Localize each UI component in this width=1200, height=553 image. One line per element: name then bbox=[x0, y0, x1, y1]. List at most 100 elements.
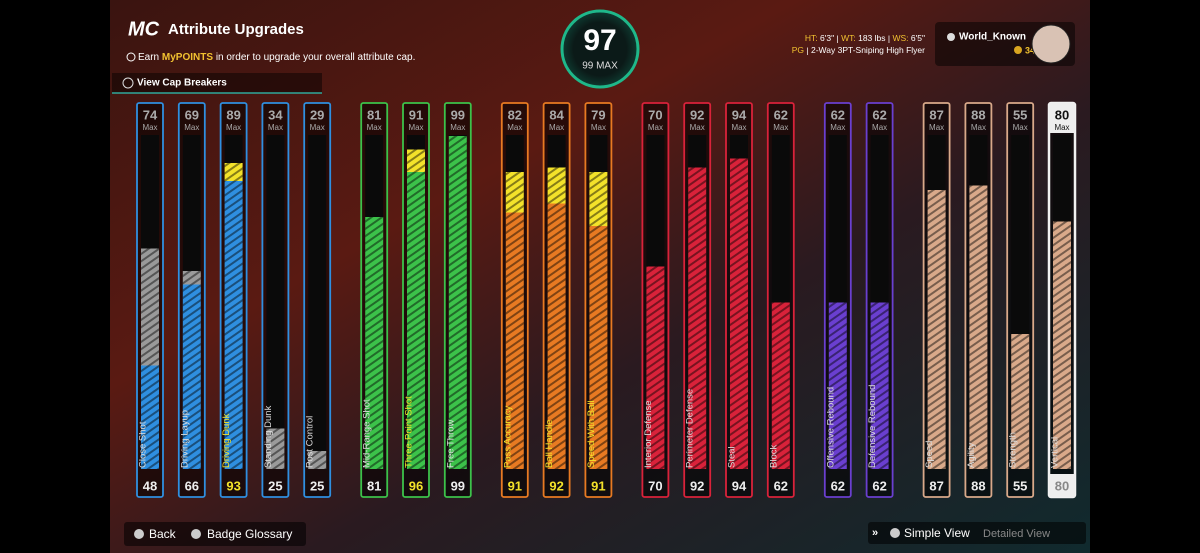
bar-stripes bbox=[927, 190, 946, 469]
cap-label: Max bbox=[310, 123, 325, 132]
cap-value: 69 bbox=[185, 107, 199, 122]
bar-stripes bbox=[771, 302, 790, 469]
attribute-name: Speed bbox=[924, 441, 935, 468]
current-value: 25 bbox=[268, 478, 282, 493]
cap-value: 74 bbox=[143, 107, 158, 122]
attribute-name: Strength bbox=[1008, 432, 1019, 468]
attribute-name: Free Throw bbox=[445, 419, 456, 468]
attribute-name: Mid-Range Shot bbox=[362, 399, 373, 468]
cap-value: 87 bbox=[929, 107, 943, 122]
detailed-view[interactable]: Detailed View bbox=[983, 528, 1050, 540]
bar-stripes bbox=[182, 271, 201, 285]
info-highlight: MyPOINTS bbox=[162, 52, 213, 63]
cap-label: Max bbox=[830, 123, 845, 132]
attribute-name: Driving Dunk bbox=[221, 413, 232, 468]
cap-value: 62 bbox=[774, 107, 788, 122]
arrows: » bbox=[872, 527, 878, 539]
wt-label: WT: bbox=[841, 33, 856, 43]
vc-icon bbox=[1014, 46, 1022, 54]
avatar bbox=[1031, 24, 1071, 64]
cap-value: 82 bbox=[508, 107, 522, 122]
current-value: 62 bbox=[774, 478, 788, 493]
current-value: 55 bbox=[1013, 478, 1027, 493]
cap-value: 92 bbox=[690, 107, 704, 122]
build: 2-Way 3PT-Sniping High Flyer bbox=[811, 45, 925, 55]
current-value: 91 bbox=[591, 478, 605, 493]
cap-value: 84 bbox=[549, 107, 564, 122]
cap-label: Max bbox=[142, 123, 157, 132]
bar-stripes bbox=[224, 163, 243, 181]
cap-label: Max bbox=[773, 123, 788, 132]
info-prefix: Earn bbox=[138, 52, 159, 63]
ht-label: HT: bbox=[805, 33, 818, 43]
ht: 6'3" bbox=[820, 33, 834, 43]
cap-value: 79 bbox=[591, 107, 605, 122]
attribute-name: Vertical bbox=[1050, 437, 1061, 468]
bar-stripes bbox=[505, 212, 524, 469]
cap-value: 89 bbox=[226, 107, 240, 122]
glossary-icon bbox=[191, 529, 201, 539]
cap-label: Max bbox=[408, 123, 423, 132]
cap-value: 88 bbox=[971, 107, 985, 122]
current-value: 88 bbox=[971, 478, 985, 493]
cap-breakers[interactable]: View Cap Breakers bbox=[137, 78, 227, 89]
bar-stripes bbox=[407, 149, 425, 172]
bar-stripes bbox=[365, 217, 384, 469]
cap-label: Max bbox=[591, 123, 606, 132]
current-value: 94 bbox=[732, 478, 747, 493]
bar-stripes bbox=[730, 158, 748, 469]
current-value: 99 bbox=[451, 478, 465, 493]
current-value: 93 bbox=[226, 478, 240, 493]
bar-stripes bbox=[1011, 334, 1030, 469]
back[interactable]: Back bbox=[149, 527, 177, 541]
attribute-name: Speed With Ball bbox=[586, 400, 597, 468]
bar-stripes bbox=[1053, 221, 1071, 469]
selected-bottom bbox=[1049, 474, 1075, 497]
cap-label: Max bbox=[268, 123, 283, 132]
player-build: PG | 2-Way 3PT-Sniping High Flyer bbox=[792, 45, 925, 55]
current-value: 92 bbox=[690, 478, 704, 493]
bar-stripes bbox=[266, 428, 285, 469]
bar-track bbox=[308, 135, 327, 469]
bar-stripes bbox=[448, 136, 467, 469]
cap-value: 70 bbox=[648, 107, 662, 122]
attribute-name: Driving Layup bbox=[179, 410, 190, 468]
bar-stripes bbox=[407, 172, 425, 469]
current-value: 62 bbox=[831, 478, 845, 493]
cap-value: 99 bbox=[451, 107, 465, 122]
current-value: 62 bbox=[872, 478, 886, 493]
cap-value: 94 bbox=[732, 107, 747, 122]
cap-breakers-btn[interactable] bbox=[112, 73, 322, 93]
attribute-name: Three-Point Shot bbox=[404, 396, 415, 468]
attribute-name: Agility bbox=[966, 442, 977, 468]
badge-glossary[interactable]: Badge Glossary bbox=[207, 527, 292, 541]
cap-label: Max bbox=[367, 123, 382, 132]
cap-value: 62 bbox=[831, 107, 845, 122]
wt: 183 lbs bbox=[858, 33, 885, 43]
info-suffix: in order to upgrade your overall attribu… bbox=[216, 52, 416, 63]
cap-label: Max bbox=[549, 123, 564, 132]
attribute-name: Pass Accuracy bbox=[502, 405, 513, 468]
attribute-name: Offensive Rebound bbox=[825, 387, 836, 468]
bar-stripes bbox=[224, 181, 243, 469]
current-value: 91 bbox=[508, 478, 522, 493]
cap-value: 62 bbox=[872, 107, 886, 122]
bar-stripes bbox=[969, 185, 988, 469]
current-value: 92 bbox=[549, 478, 563, 493]
cap-label: Max bbox=[1054, 123, 1069, 132]
attribute-name: Post Control bbox=[305, 416, 316, 468]
overall-value: 97 bbox=[583, 24, 616, 57]
simple-view[interactable]: Simple View bbox=[904, 526, 970, 540]
cap-value: 55 bbox=[1013, 107, 1027, 122]
selected-top bbox=[1049, 103, 1075, 133]
cap-label: Max bbox=[929, 123, 944, 132]
cap-value: 29 bbox=[310, 107, 324, 122]
bar-stripes bbox=[646, 266, 665, 469]
cap-label: Max bbox=[648, 123, 663, 132]
cap-label: Max bbox=[731, 123, 746, 132]
cap-value: 91 bbox=[409, 107, 423, 122]
bar-stripes bbox=[547, 203, 566, 469]
bar-stripes bbox=[182, 284, 201, 469]
current-value: 25 bbox=[310, 478, 324, 493]
